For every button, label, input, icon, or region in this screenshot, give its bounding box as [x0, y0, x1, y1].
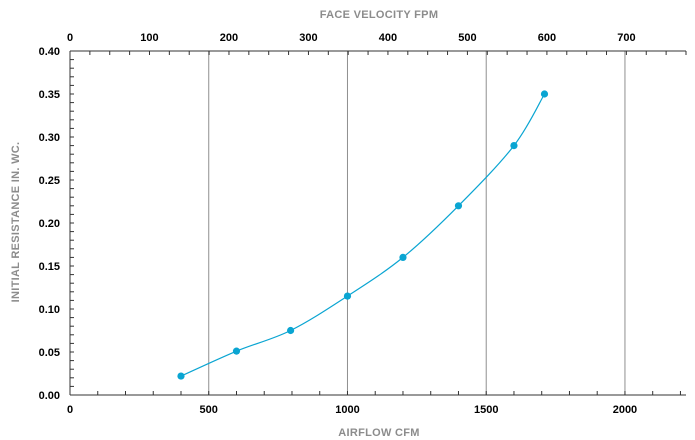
x2-tick-label: 100 — [140, 32, 158, 44]
data-point — [343, 292, 352, 300]
y-tick-label: 0.40 — [39, 46, 60, 58]
x2-tick-label: 200 — [220, 32, 238, 44]
y-tick-label: 0.20 — [39, 218, 60, 230]
x-tick-label: 1000 — [335, 404, 359, 416]
x2-tick-label: 700 — [617, 32, 635, 44]
data-point — [177, 372, 185, 380]
tick-labels: 0 500 1000 1500 2000 0 100 200 300 400 500 600 700 0.… — [39, 32, 638, 416]
y-tick-label: 0.35 — [39, 89, 60, 101]
data-point — [232, 347, 241, 355]
data-point — [286, 326, 295, 335]
x-tick-label: 0 — [67, 404, 73, 416]
x2-tick-label: 500 — [458, 32, 476, 44]
data-point — [454, 202, 463, 210]
y-tick-label: 0.30 — [39, 132, 60, 144]
y-tick-label: 0.15 — [39, 261, 60, 273]
top-axis-title: FACE VELOCITY FPM — [320, 9, 439, 21]
x2-tick-label: 400 — [379, 32, 397, 44]
x2-tick-label: 0 — [67, 32, 73, 44]
x-tick-label: 500 — [200, 404, 218, 416]
x-tick-label: 2000 — [613, 404, 637, 416]
x2-tick-label: 300 — [299, 32, 317, 44]
x-tick-label: 1500 — [474, 404, 498, 416]
data-point — [399, 253, 407, 261]
x-axis-title: AIRFLOW CFM — [338, 427, 420, 439]
y-axis-title: INITIAL RESISTANCE IN. WC. — [10, 142, 22, 303]
gridlines — [208, 51, 626, 395]
plot-frame — [69, 50, 687, 396]
x2-tick-label: 600 — [538, 32, 556, 44]
y-tick-label: 0.25 — [39, 175, 60, 187]
series-group — [177, 90, 549, 380]
series-line-0 — [180, 93, 546, 377]
data-point — [510, 142, 518, 150]
data-point — [540, 90, 549, 98]
y-tick-label: 0.10 — [39, 304, 60, 316]
y-tick-label: 0.00 — [39, 390, 60, 402]
y-tick-label: 0.05 — [39, 347, 60, 359]
